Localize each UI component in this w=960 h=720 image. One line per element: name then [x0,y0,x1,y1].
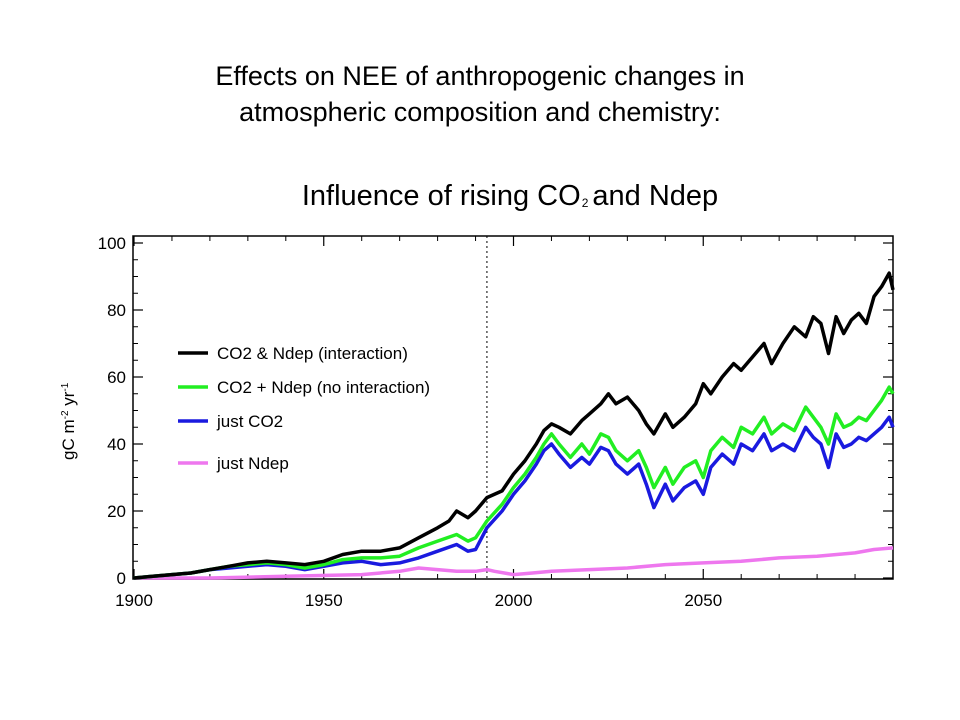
legend-label: just Ndep [216,454,289,473]
legend-label: just CO2 [216,412,283,431]
slide-title: Effects on NEE of anthropogenic changes … [0,58,960,130]
x-tick-label: 1950 [305,591,343,610]
slide-title-line2: atmospheric composition and chemistry: [239,97,721,127]
series-line-4 [134,546,894,580]
series-line-3 [133,415,895,580]
x-tick-label: 2050 [684,591,722,610]
chart-title-suffix: and Ndep [592,180,719,212]
y-tick-label: 40 [107,435,126,454]
x-tick-label: 1900 [115,591,153,610]
legend-label: CO2 + Ndep (no interaction) [217,378,430,397]
plot-frame [132,235,894,580]
series-line-2 [133,385,895,580]
chart-title: Influence of rising CO2 and Ndep [0,180,960,213]
y-tick-label: 100 [98,234,126,253]
y-tick-label: 20 [107,502,126,521]
y-tick-label: 60 [107,368,126,387]
chart-title-subscript: 2 [581,196,589,210]
y-axis-label: gC m-2 yr-1 [59,382,78,460]
slide-title-line1: Effects on NEE of anthropogenic changes … [215,61,745,91]
legend-label: CO2 & Ndep (interaction) [217,344,408,363]
y-tick-label: 80 [107,301,126,320]
x-tick-label: 2000 [495,591,533,610]
series-line-1 [133,271,895,580]
chart-title-main: Influence of rising CO [301,180,581,212]
y-tick-label: 0 [117,569,126,588]
